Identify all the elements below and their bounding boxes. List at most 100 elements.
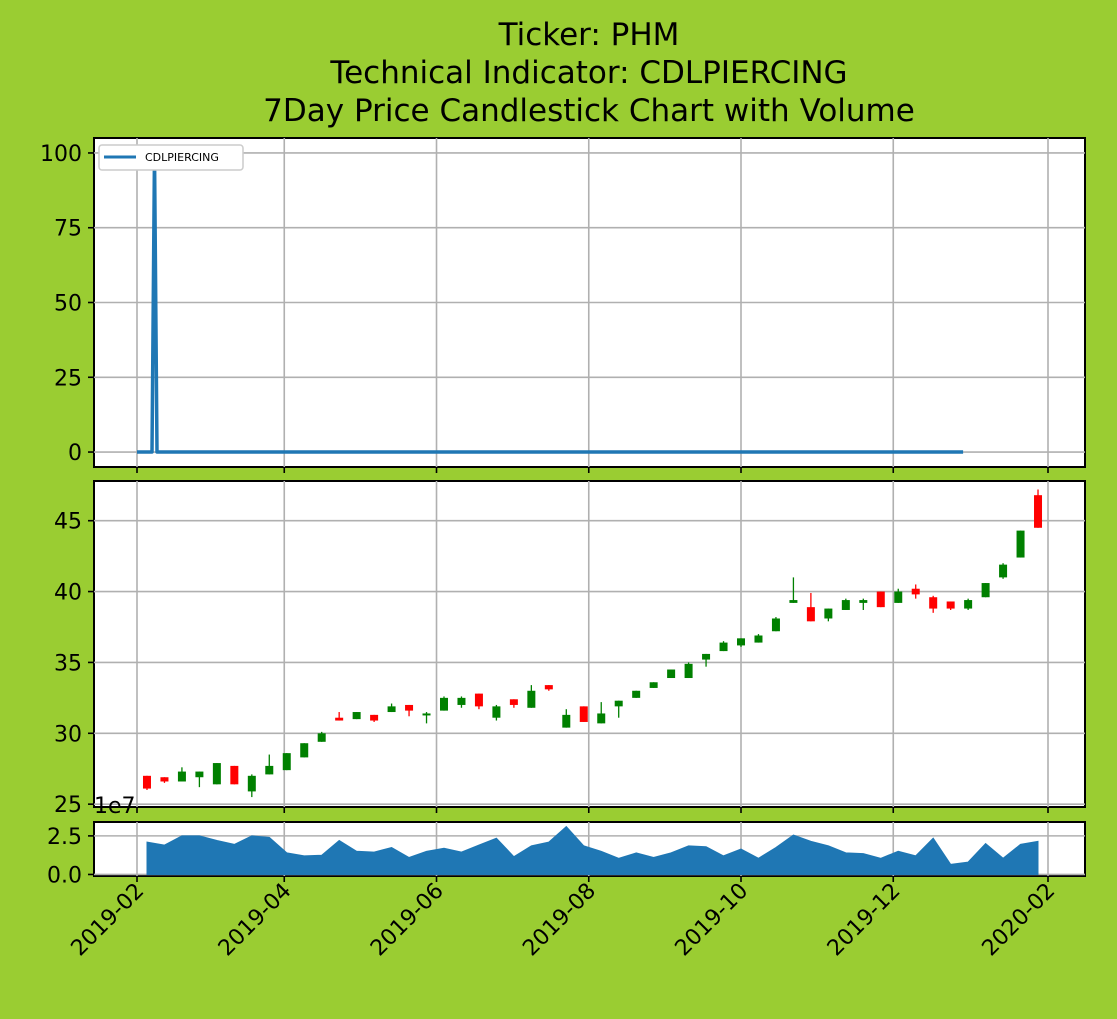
- candle-body: [806, 607, 815, 622]
- candle-up: [614, 700, 623, 718]
- candle-down: [544, 685, 553, 691]
- candle-down: [1034, 489, 1043, 528]
- candle-up: [632, 690, 641, 698]
- candle-up: [737, 638, 746, 647]
- candle-up: [177, 767, 186, 782]
- candle-up: [212, 763, 221, 785]
- y-tick-label: 45: [54, 510, 82, 535]
- title-ticker: Ticker: PHM: [498, 17, 680, 53]
- candle-body: [964, 600, 973, 609]
- candle-up: [492, 704, 501, 721]
- candle-body: [142, 775, 151, 789]
- candle-up: [649, 682, 658, 688]
- candle-body: [579, 706, 588, 722]
- candle-body: [614, 700, 623, 707]
- candle-body: [911, 588, 920, 595]
- x-tick-label: 2019-06: [366, 879, 449, 962]
- candle-up: [562, 709, 571, 728]
- candle-body: [649, 682, 658, 688]
- candle-body: [1034, 495, 1043, 528]
- candle-body: [719, 642, 728, 652]
- y-tick-label: 100: [40, 142, 82, 167]
- candle-body: [212, 763, 221, 785]
- candle-body: [300, 743, 309, 758]
- candle-body: [247, 775, 256, 792]
- candle-body: [387, 706, 396, 713]
- candle-up: [282, 753, 291, 771]
- legend-box: [98, 144, 244, 171]
- y-tick-label: 35: [54, 651, 82, 676]
- candle-body: [771, 618, 780, 632]
- x-tick-label: 2019-12: [823, 879, 906, 962]
- candle-up: [824, 608, 833, 622]
- title-indicator: Technical Indicator: CDLPIERCING: [329, 55, 847, 91]
- candle-up: [684, 662, 693, 679]
- candle-up: [702, 653, 711, 667]
- candle-body: [946, 601, 955, 609]
- candle-up: [195, 771, 204, 788]
- candle-body: [265, 765, 274, 775]
- x-tick-label: 2019-04: [214, 879, 297, 962]
- x-tick-label: 2020-02: [978, 879, 1061, 962]
- candle-up: [999, 563, 1008, 579]
- candle-up: [859, 598, 868, 610]
- candle-up: [527, 685, 536, 708]
- candle-up: [439, 696, 448, 711]
- candlesticks: [142, 489, 1043, 798]
- candle-up: [964, 598, 973, 610]
- y-tick-label: 75: [54, 217, 82, 242]
- candle-up: [789, 577, 798, 603]
- candle-up: [771, 617, 780, 632]
- candle-down: [160, 777, 169, 783]
- candle-up: [265, 754, 274, 775]
- candle-up: [317, 731, 326, 742]
- candle-body: [684, 663, 693, 679]
- candle-up: [300, 743, 309, 758]
- candle-down: [911, 584, 920, 599]
- candle-body: [981, 583, 990, 598]
- candle-up: [719, 641, 728, 652]
- candle-up: [247, 774, 256, 798]
- candle-body: [282, 753, 291, 771]
- chart-title: Ticker: PHM Technical Indicator: CDLPIER…: [263, 17, 915, 129]
- candle-down: [405, 704, 414, 717]
- candle-body: [737, 638, 746, 646]
- y-tick-label: 2.5: [47, 825, 82, 850]
- volume-exponent-label: 1e7: [94, 794, 136, 819]
- indicator-y-axis: 0 25 50 75 100: [40, 142, 94, 466]
- candle-down: [579, 706, 588, 722]
- candle-body: [439, 697, 448, 711]
- y-tick-label: 0.0: [47, 863, 82, 888]
- legend: CDLPIERCING: [98, 144, 244, 171]
- candle-body: [544, 685, 553, 690]
- candle-body: [352, 712, 361, 720]
- candle-body: [632, 690, 641, 698]
- volume-area: [146, 825, 1039, 875]
- candle-body: [754, 635, 763, 643]
- candle-body: [177, 771, 186, 782]
- y-tick-label: 50: [54, 292, 82, 317]
- y-tick-label: 25: [54, 793, 82, 818]
- candle-down: [370, 714, 379, 722]
- candle-body: [335, 717, 344, 721]
- candle-body: [492, 706, 501, 718]
- x-axis: 2019-02 2019-04 2019-06 2019-08 2019-10 2019-…: [67, 879, 1061, 962]
- candle-body: [841, 600, 850, 610]
- candle-body: [160, 777, 169, 782]
- candle-body: [527, 690, 536, 708]
- volume-series: [146, 825, 1039, 875]
- title-chart-description: 7Day Price Candlestick Chart with Volume: [263, 93, 915, 129]
- candle-up: [422, 712, 431, 724]
- candle-up: [754, 634, 763, 643]
- candle-body: [457, 697, 466, 705]
- candle-up: [1016, 530, 1025, 558]
- candle-up: [667, 669, 676, 679]
- candle-down: [509, 699, 518, 708]
- x-tick-label: 2019-10: [671, 879, 754, 962]
- candle-body: [370, 714, 379, 721]
- candle-down: [335, 712, 344, 721]
- candle-body: [894, 591, 903, 603]
- candle-body: [824, 608, 833, 619]
- y-tick-label: 40: [54, 581, 82, 606]
- candle-down: [806, 592, 815, 622]
